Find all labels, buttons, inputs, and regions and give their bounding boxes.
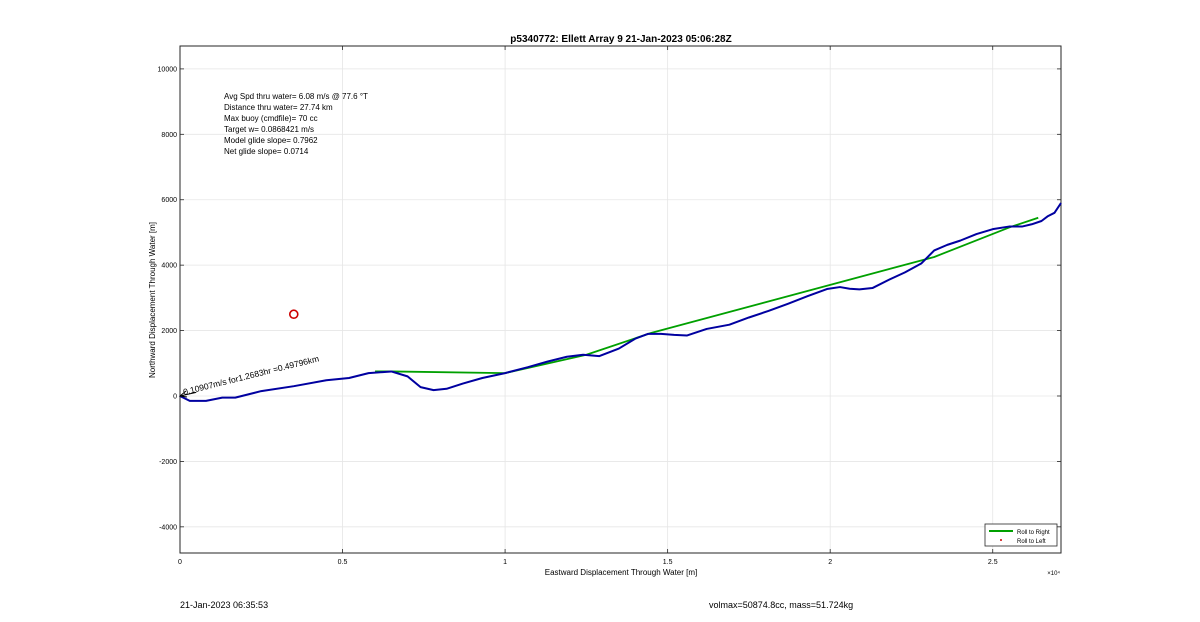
series-roll-to-right	[375, 216, 1039, 374]
y-tick-label: 2000	[161, 328, 177, 335]
y-tick-label: -4000	[159, 524, 177, 531]
y-tick-label: 0	[173, 393, 177, 400]
stats-line: Max buoy (cmdfile)= 70 cc	[224, 114, 318, 123]
stats-line: Distance thru water= 27.74 km	[224, 103, 333, 112]
marker-circle	[288, 309, 299, 320]
stats-line: Net glide slope= 0.0714	[224, 147, 309, 156]
y-axis-label: Northward Displacement Through Water [m]	[148, 222, 157, 378]
series-layer	[179, 202, 1062, 402]
x-tick-label: 1.5	[663, 559, 673, 566]
legend: Roll to Right Roll to Left	[984, 523, 1058, 547]
y-tick-label: 8000	[161, 132, 177, 139]
axis-ticks: 0 0.5 1 1.5 2 2.5 -4000 -2000 0 2000 4000 6000 8000 1…	[158, 46, 1061, 566]
series-trajectory	[179, 202, 1062, 402]
axes-box	[179, 45, 1062, 554]
x-tick-label: 0	[178, 559, 182, 566]
footer-timestamp: 21-Jan-2023 06:35:53	[180, 600, 269, 610]
current-arrow-head	[178, 390, 188, 398]
x-tick-label: 2.5	[988, 559, 998, 566]
legend-label-roll-left: Roll to Left	[1017, 539, 1046, 545]
annotation-layer: 0.10907m/s for1.2683hr =0.49796km Avg Spd…	[178, 92, 368, 398]
x-axis-exponent: ×10⁴	[1047, 570, 1060, 577]
x-axis-label: Eastward Displacement Through Water [m]	[545, 568, 698, 577]
legend-label-roll-right: Roll to Right	[1017, 530, 1050, 536]
x-tick-label: 1	[503, 559, 507, 566]
y-tick-label: 6000	[161, 197, 177, 204]
y-tick-label: 10000	[158, 66, 178, 73]
x-tick-label: 2	[828, 559, 832, 566]
stats-line: Avg Spd thru water= 6.08 m/s @ 77.6 °T	[224, 92, 368, 101]
legend-swatch-roll-left	[1000, 539, 1002, 541]
current-label: 0.10907m/s for1.2683hr =0.49796km	[182, 353, 320, 396]
legend-box	[984, 523, 1058, 547]
x-tick-label: 0.5	[338, 559, 348, 566]
footer-volume-mass: volmax=50874.8cc, mass=51.724kg	[709, 600, 854, 610]
stats-line: Target w= 0.0868421 m/s	[224, 125, 314, 134]
y-tick-label: 4000	[161, 263, 177, 270]
current-arrow-shaft	[179, 391, 197, 397]
stats-line: Model glide slope= 0.7962	[224, 136, 318, 145]
grid	[180, 46, 1061, 553]
y-tick-label: -2000	[159, 459, 177, 466]
chart-title: p5340772: Ellett Array 9 21-Jan-2023 05:…	[510, 34, 731, 45]
